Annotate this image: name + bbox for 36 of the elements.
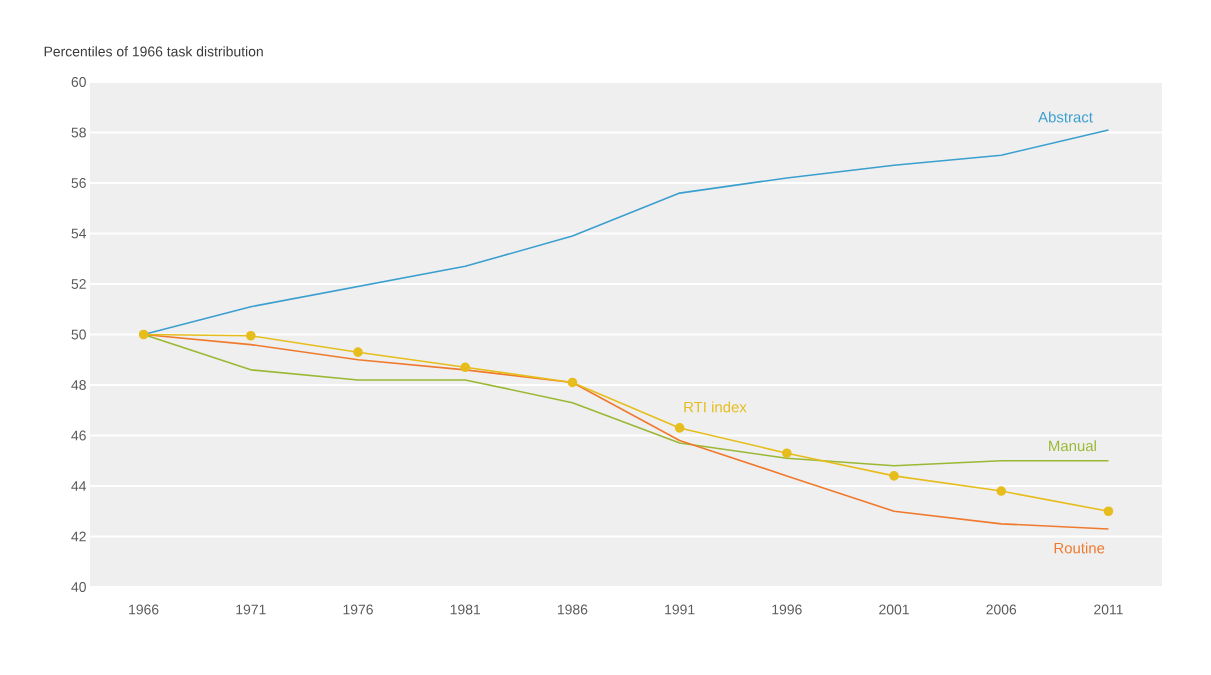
x-tick-label: 1976 [343,604,373,615]
y-tick-label: 60 [71,77,86,87]
point [782,448,792,458]
y-tick-label: 54 [71,228,87,239]
x-tick-label: 1991 [665,604,695,615]
y-tick-label: 46 [71,430,86,441]
series-label: Routine [1054,542,1105,554]
y-tick-label: 40 [71,582,86,592]
point [674,423,685,433]
y-tick-label: 48 [71,380,86,390]
series-label: RTI index [684,401,747,413]
series-label: Manual [1049,440,1096,452]
x-tick-label: 1996 [772,604,802,615]
y-tick-label: 42 [71,531,86,542]
y-axis-title: Percentiles of 1966 task distribution [44,46,263,57]
point [246,330,256,341]
point [138,329,149,340]
y-tick-label: 52 [71,279,86,289]
x-tick-label: 2006 [986,604,1017,615]
x-tick-label: 1986 [557,604,588,615]
point [353,347,363,357]
y-tick-label: 58 [71,127,86,138]
x-tick-label: 2011 [1094,604,1123,615]
point [567,377,578,388]
y-tick-label: 44 [71,481,87,491]
x-tick-label: 1971 [236,604,266,615]
point [889,471,899,481]
x-tick-label: 1981 [450,604,481,615]
x-tick-label: 1966 [129,604,159,615]
y-tick-label: 56 [71,178,86,188]
y-tick-label: 50 [71,329,86,340]
series-label: Abstract [1038,111,1093,123]
point [1103,506,1114,517]
point [460,362,471,373]
x-tick-label: 2001 [879,604,909,615]
point [996,486,1007,496]
